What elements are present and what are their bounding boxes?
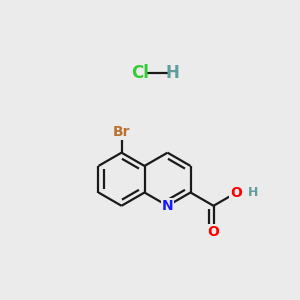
Text: Br: Br (113, 125, 130, 139)
Text: H: H (248, 186, 259, 199)
Text: Cl: Cl (131, 64, 149, 82)
Text: N: N (162, 199, 173, 213)
Text: O: O (231, 185, 242, 200)
Text: H: H (165, 64, 179, 82)
Text: O: O (208, 225, 220, 239)
